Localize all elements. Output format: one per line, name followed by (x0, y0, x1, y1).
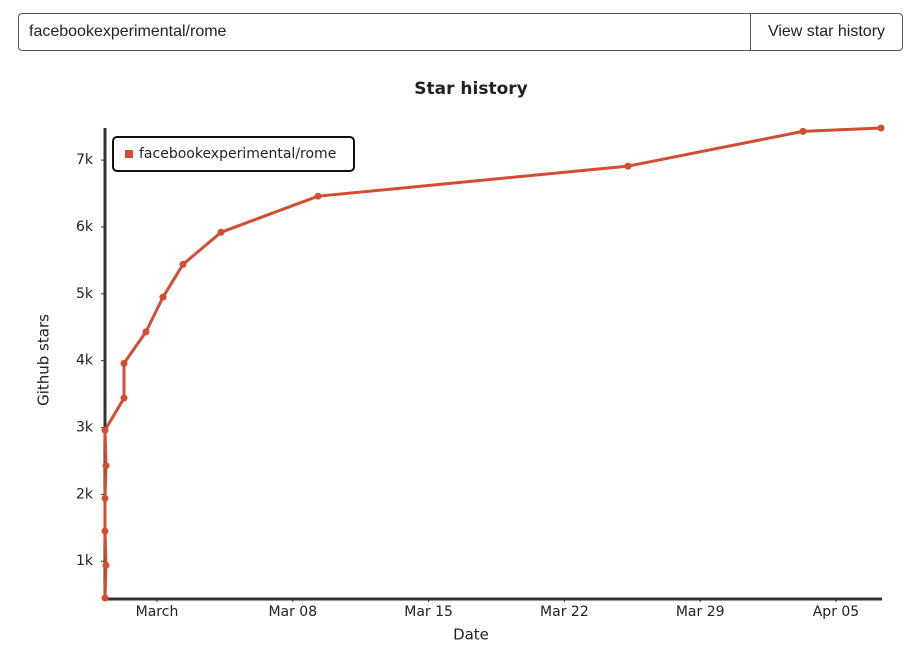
y-tick-label: 5k (76, 286, 94, 302)
point (877, 124, 885, 132)
repo-input[interactable]: facebookexperimental/rome (29, 23, 227, 40)
legend-label: facebookexperimental/rome (139, 146, 336, 162)
point (120, 394, 128, 402)
view-button[interactable]: View star history (750, 14, 902, 50)
x-tick-label: Apr 05 (813, 604, 859, 620)
point (799, 127, 807, 135)
point (179, 260, 187, 268)
point (102, 561, 110, 569)
search-bar: facebookexperimental/rome View star hist… (18, 13, 903, 51)
y-tick-label: 6k (76, 219, 94, 235)
point (101, 594, 109, 602)
x-tick-label: March (136, 604, 179, 620)
point (142, 328, 150, 336)
series-line (103, 126, 882, 599)
point (624, 162, 632, 170)
y-axis-label: Github stars (35, 314, 53, 406)
y-tick-label: 1k (76, 553, 94, 569)
y-tick-label: 2k (76, 486, 94, 502)
x-tick-label: Mar 08 (268, 604, 317, 620)
point (159, 293, 167, 301)
y-tick-label: 7k (76, 152, 94, 168)
point (217, 228, 225, 236)
point (102, 462, 110, 470)
point (101, 426, 109, 434)
x-tick-label: Mar 29 (676, 604, 725, 620)
point (120, 359, 128, 367)
point (101, 494, 109, 502)
chart-title: Star history (414, 79, 527, 99)
y-tick-label: 4k (76, 353, 94, 369)
x-axis-label: Date (453, 626, 489, 644)
legend-box (112, 136, 355, 172)
point (101, 527, 109, 535)
legend-swatch (125, 150, 133, 158)
x-tick-label: Mar 15 (404, 604, 453, 620)
x-tick-label: Mar 22 (540, 604, 589, 620)
point (314, 192, 322, 200)
y-tick-label: 3k (76, 420, 94, 436)
